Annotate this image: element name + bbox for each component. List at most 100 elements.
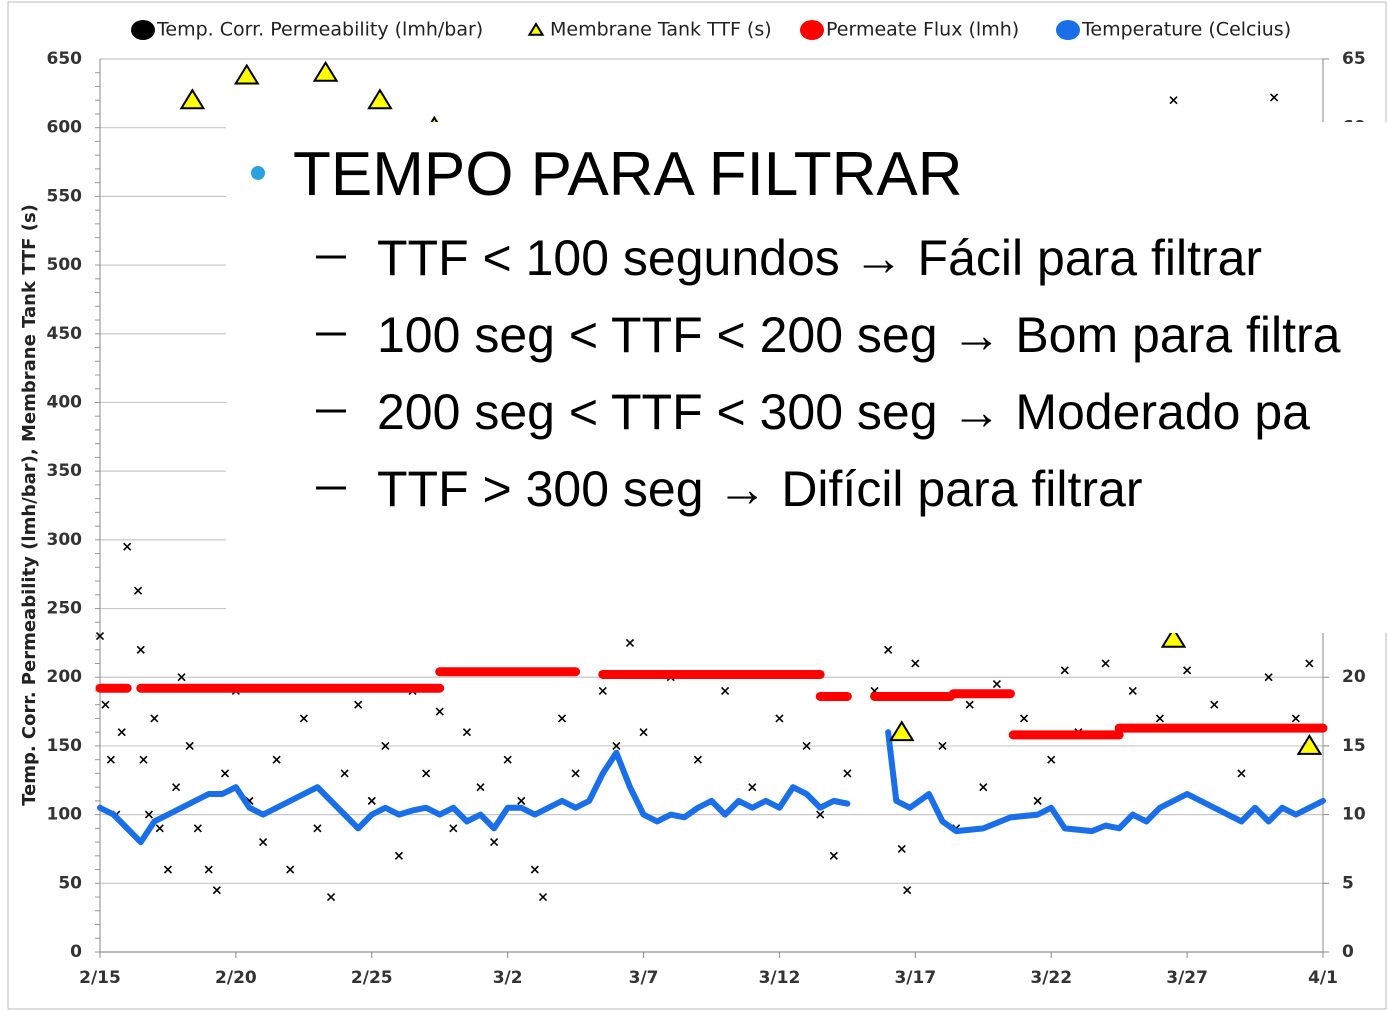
permeability-point [449, 824, 458, 833]
x-tick-label: 3/22 [1030, 968, 1072, 988]
y-tick-label: 400 [47, 392, 83, 412]
permeability-point [144, 810, 153, 819]
y-tick-label: 550 [47, 186, 83, 206]
permeability-point [571, 769, 580, 778]
y-tick-label: 350 [47, 461, 83, 481]
permeability-point [340, 769, 349, 778]
permeability-point [639, 728, 648, 737]
permeability-point [965, 700, 974, 709]
permeability-point [106, 755, 115, 764]
y-tick-label: 0 [70, 942, 82, 962]
y2-tick-label: 65 [1342, 49, 1366, 69]
x-tick-label: 2/25 [351, 968, 393, 988]
legend-label: Temperature (Celcius) [1081, 19, 1291, 41]
permeability-point [123, 542, 132, 551]
text-box: TEMPO PARA FILTRAR TTF < 100 segundos → … [226, 122, 1388, 633]
series-line [97, 729, 1326, 846]
permeability-point [530, 865, 539, 874]
y-tick-label: 450 [47, 324, 83, 344]
y-axis-label: Temp. Corr. Permeability (lmh/bar), Memb… [19, 204, 40, 806]
permeability-point [381, 741, 390, 750]
item: TTF > 300 seg → Difícil para filtrar [377, 461, 1143, 517]
permeability-point [938, 741, 947, 750]
permeability-point [259, 838, 268, 847]
permeability-point [911, 659, 920, 668]
y2-tick-label: 0 [1342, 942, 1354, 962]
permeability-point [503, 755, 512, 764]
item: TTF < 100 segundos → Fácil para filtrar [377, 230, 1262, 286]
y-tick-label: 600 [47, 118, 83, 138]
y-tick-label: 100 [47, 805, 83, 825]
text-box-bg [226, 122, 1388, 633]
permeability-point [476, 783, 485, 792]
legend-marker [131, 20, 155, 40]
ttf-point [888, 720, 915, 742]
bullet [251, 166, 265, 180]
permeability-point [598, 686, 607, 696]
x-tick-label: 4/1 [1308, 968, 1338, 988]
permeability-point [517, 796, 526, 805]
permeability-point [1270, 93, 1279, 102]
permeability-point [1155, 714, 1164, 723]
permeability-point [1019, 714, 1029, 723]
permeability-point [557, 714, 567, 723]
item: 200 seg < TTF < 300 seg → Moderado pa [377, 384, 1310, 440]
permeability-point [843, 769, 852, 778]
ttf-point [367, 88, 393, 110]
permeability-point [829, 851, 838, 860]
permeability-point [612, 741, 621, 750]
permeability-point [220, 769, 230, 778]
permeability-point [95, 631, 105, 641]
permeability-point [462, 728, 471, 737]
permeability-point [775, 714, 784, 723]
permeability-point [185, 741, 194, 750]
permeability-point [903, 886, 912, 895]
permeability-point [172, 783, 181, 792]
permeability-point [212, 886, 221, 895]
permeability-point [1183, 666, 1192, 675]
ttf-point [1296, 734, 1323, 755]
y-tick-label: 650 [47, 49, 83, 69]
permeability-point [1291, 714, 1300, 723]
permeability-point [721, 686, 730, 696]
permeability-point [1264, 673, 1273, 682]
permeability-point [538, 892, 548, 902]
ttf-point [233, 63, 260, 85]
permeability-point [1237, 769, 1246, 778]
permeability-point [133, 586, 143, 595]
series-line [95, 667, 1328, 740]
permeability-point [897, 844, 906, 854]
permeability-point [979, 783, 988, 792]
x-tick-label: 3/2 [493, 968, 523, 988]
item: 100 seg < TTF < 200 seg → Bom para filtr… [377, 307, 1341, 363]
permeability-point [204, 865, 213, 874]
permeability-point [367, 796, 376, 805]
legend-marker [1056, 20, 1080, 40]
permeability-point [286, 865, 295, 874]
permeability-point [1169, 96, 1178, 105]
y-tick-label: 500 [47, 255, 83, 275]
legend-label: Temp. Corr. Permeability (lmh/bar) [156, 19, 483, 41]
y-tick-label: 200 [47, 667, 83, 687]
permeability-point [1047, 755, 1056, 764]
permeability-point [272, 755, 281, 764]
y2-tick-label: 10 [1342, 805, 1366, 825]
y2-tick-label: 15 [1342, 736, 1366, 756]
permeability-point [1060, 666, 1069, 675]
permeability-point [992, 680, 1001, 689]
permeability-point [163, 865, 173, 874]
permeability-point [1128, 686, 1137, 696]
permeability-point [313, 824, 322, 833]
heading: TEMPO PARA FILTRAR [293, 140, 962, 209]
x-tick-label: 3/12 [759, 968, 801, 988]
permeability-point [354, 700, 363, 709]
permeability-point [117, 728, 126, 737]
y-tick-label: 300 [47, 530, 83, 550]
ttf-point [312, 60, 339, 82]
legend-label: Permeate Flux (lmh) [826, 19, 1019, 41]
permeability-point [1033, 796, 1042, 805]
y2-tick-label: 20 [1342, 667, 1366, 687]
legend-marker [800, 20, 824, 40]
permeability-point [326, 892, 336, 902]
